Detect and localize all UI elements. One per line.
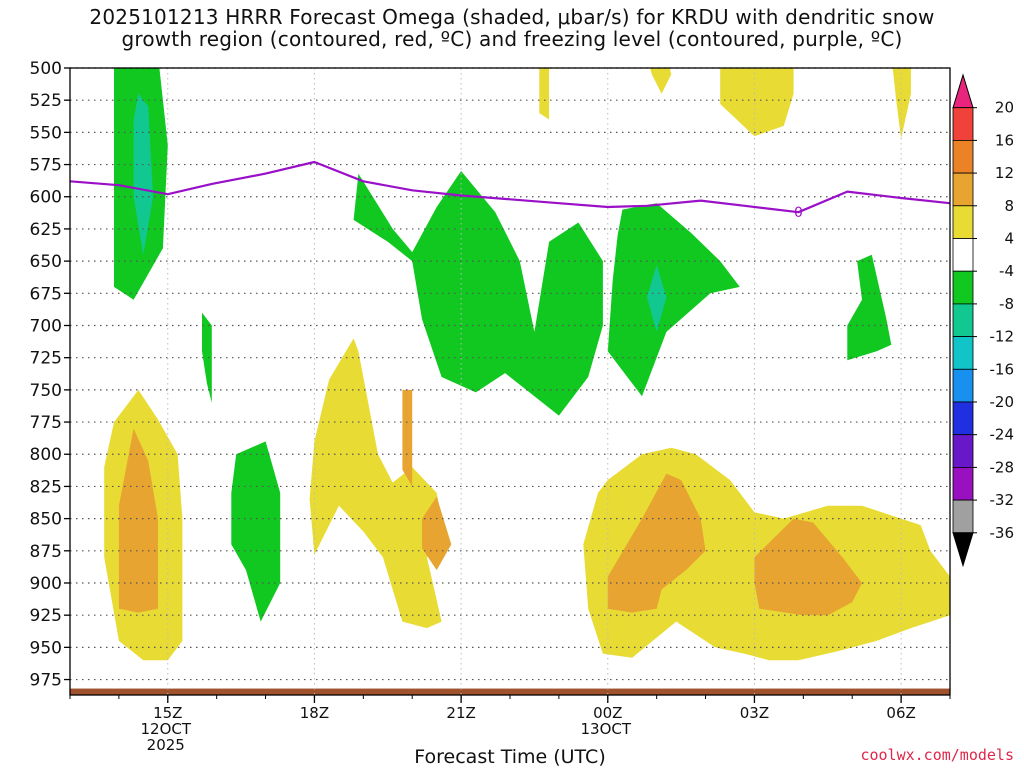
y-tick-label: 825 xyxy=(30,477,62,497)
colorbar: 20 16 12 8 4 -4 -8 -12 -16 -20 -24 -28 -32 -36 xyxy=(952,73,1015,568)
colorbar-label: -4 xyxy=(999,262,1014,280)
omega-region-15 xyxy=(402,389,413,487)
colorbar-swatch xyxy=(952,401,974,436)
x-tick-label: 2025 xyxy=(147,736,185,754)
omega-region-18 xyxy=(607,473,706,613)
y-tick-label: 750 xyxy=(30,381,62,401)
colorbar-swatch xyxy=(952,466,974,501)
y-tick-label: 525 xyxy=(30,91,62,111)
colorbar-swatch xyxy=(952,172,974,207)
colorbar-swatch xyxy=(952,303,974,337)
x-tick-label: 06Z xyxy=(886,704,915,722)
omega-region-9 xyxy=(650,68,672,94)
omega-region-7 xyxy=(847,254,892,361)
omega-region-14 xyxy=(309,338,447,629)
colorbar-swatch xyxy=(952,205,974,239)
chart-title-line-1: 2025101213 HRRR Forecast Omega (shaded, … xyxy=(89,5,935,29)
y-tick-label: 900 xyxy=(30,574,62,594)
omega-region-8 xyxy=(539,68,550,120)
colorbar-swatch xyxy=(952,336,974,370)
site-credit[interactable]: coolwx.com/models xyxy=(860,746,1014,764)
colorbar-label: -36 xyxy=(990,524,1015,542)
colorbar-swatch xyxy=(952,499,974,534)
colorbar-label: 12 xyxy=(995,164,1014,182)
x-axis-label: Forecast Time (UTC) xyxy=(414,746,606,768)
colorbar-label: 8 xyxy=(1004,197,1014,215)
omega-region-19 xyxy=(754,518,862,616)
surface-layer xyxy=(70,688,950,695)
colorbar-label: 16 xyxy=(995,131,1014,149)
freezing-level-line xyxy=(70,160,950,214)
colorbar-swatch xyxy=(952,107,974,141)
chart-title-line-2: growth region (contoured, red, ºC) and f… xyxy=(121,27,903,51)
omega-region-10 xyxy=(720,68,794,137)
colorbar-swatch xyxy=(952,368,974,403)
y-tick-label: 650 xyxy=(30,252,62,272)
x-tick-label: 18Z xyxy=(300,704,329,722)
omega-region-6 xyxy=(646,265,667,332)
colorbar-swatch xyxy=(952,238,974,272)
x-tick-label: 15Z xyxy=(153,704,182,722)
freezing-level-label: 0 xyxy=(794,205,803,221)
colorbar-swatch xyxy=(952,434,974,468)
colorbar-label: 20 xyxy=(995,99,1014,117)
colorbar-label: -12 xyxy=(990,328,1015,346)
y-tick-label: 975 xyxy=(30,671,62,691)
colorbar-label: -28 xyxy=(990,458,1015,476)
colorbar-swatch-bottom xyxy=(952,532,974,568)
y-tick-label: 850 xyxy=(30,510,62,530)
x-tick-label: 13OCT xyxy=(581,720,632,738)
colorbar-label: 4 xyxy=(1004,230,1014,248)
colorbar-label: -32 xyxy=(990,491,1015,509)
y-tick-label: 925 xyxy=(30,606,62,626)
x-tick-label: 00Z xyxy=(593,704,622,722)
colorbar-label: -20 xyxy=(990,393,1015,411)
y-tick-label: 625 xyxy=(30,220,62,240)
omega-region-3 xyxy=(231,441,281,622)
y-tick-label: 725 xyxy=(30,349,62,369)
y-tick-label: 800 xyxy=(30,445,62,465)
colorbar-label: -8 xyxy=(999,295,1014,313)
omega-region-13 xyxy=(118,428,158,613)
omega-shaded-regions xyxy=(104,68,950,661)
omega-region-2 xyxy=(202,312,212,403)
y-tick-label: 950 xyxy=(30,638,62,658)
colorbar-label: -24 xyxy=(990,426,1015,444)
omega-region-1 xyxy=(133,93,154,255)
y-tick-label: 550 xyxy=(30,123,62,143)
y-tick-label: 600 xyxy=(30,188,62,208)
omega-region-11 xyxy=(892,68,911,139)
y-axis-ticks: 500 525 550 575 600 625 650 675 700 725 750 775 800 8… xyxy=(30,59,70,691)
chart-title: 2025101213 HRRR Forecast Omega (shaded, … xyxy=(0,6,1024,50)
x-tick-label: 03Z xyxy=(740,704,769,722)
colorbar-swatch xyxy=(952,270,974,305)
surface-strip xyxy=(70,688,950,695)
y-tick-label: 775 xyxy=(30,413,62,433)
x-tick-label: 12OCT xyxy=(141,720,192,738)
x-tick-label: 21Z xyxy=(446,704,475,722)
colorbar-swatch-top xyxy=(952,73,974,109)
omega-region-16 xyxy=(422,496,452,571)
colorbar-swatch xyxy=(952,139,974,174)
y-tick-label: 700 xyxy=(30,316,62,336)
y-tick-label: 875 xyxy=(30,542,62,562)
freezing-level-contour: 0 xyxy=(70,160,950,221)
y-tick-label: 575 xyxy=(30,156,62,176)
omega-region-5 xyxy=(607,203,740,397)
colorbar-label: -16 xyxy=(990,360,1015,378)
y-tick-label: 500 xyxy=(30,59,62,79)
y-tick-label: 675 xyxy=(30,284,62,304)
